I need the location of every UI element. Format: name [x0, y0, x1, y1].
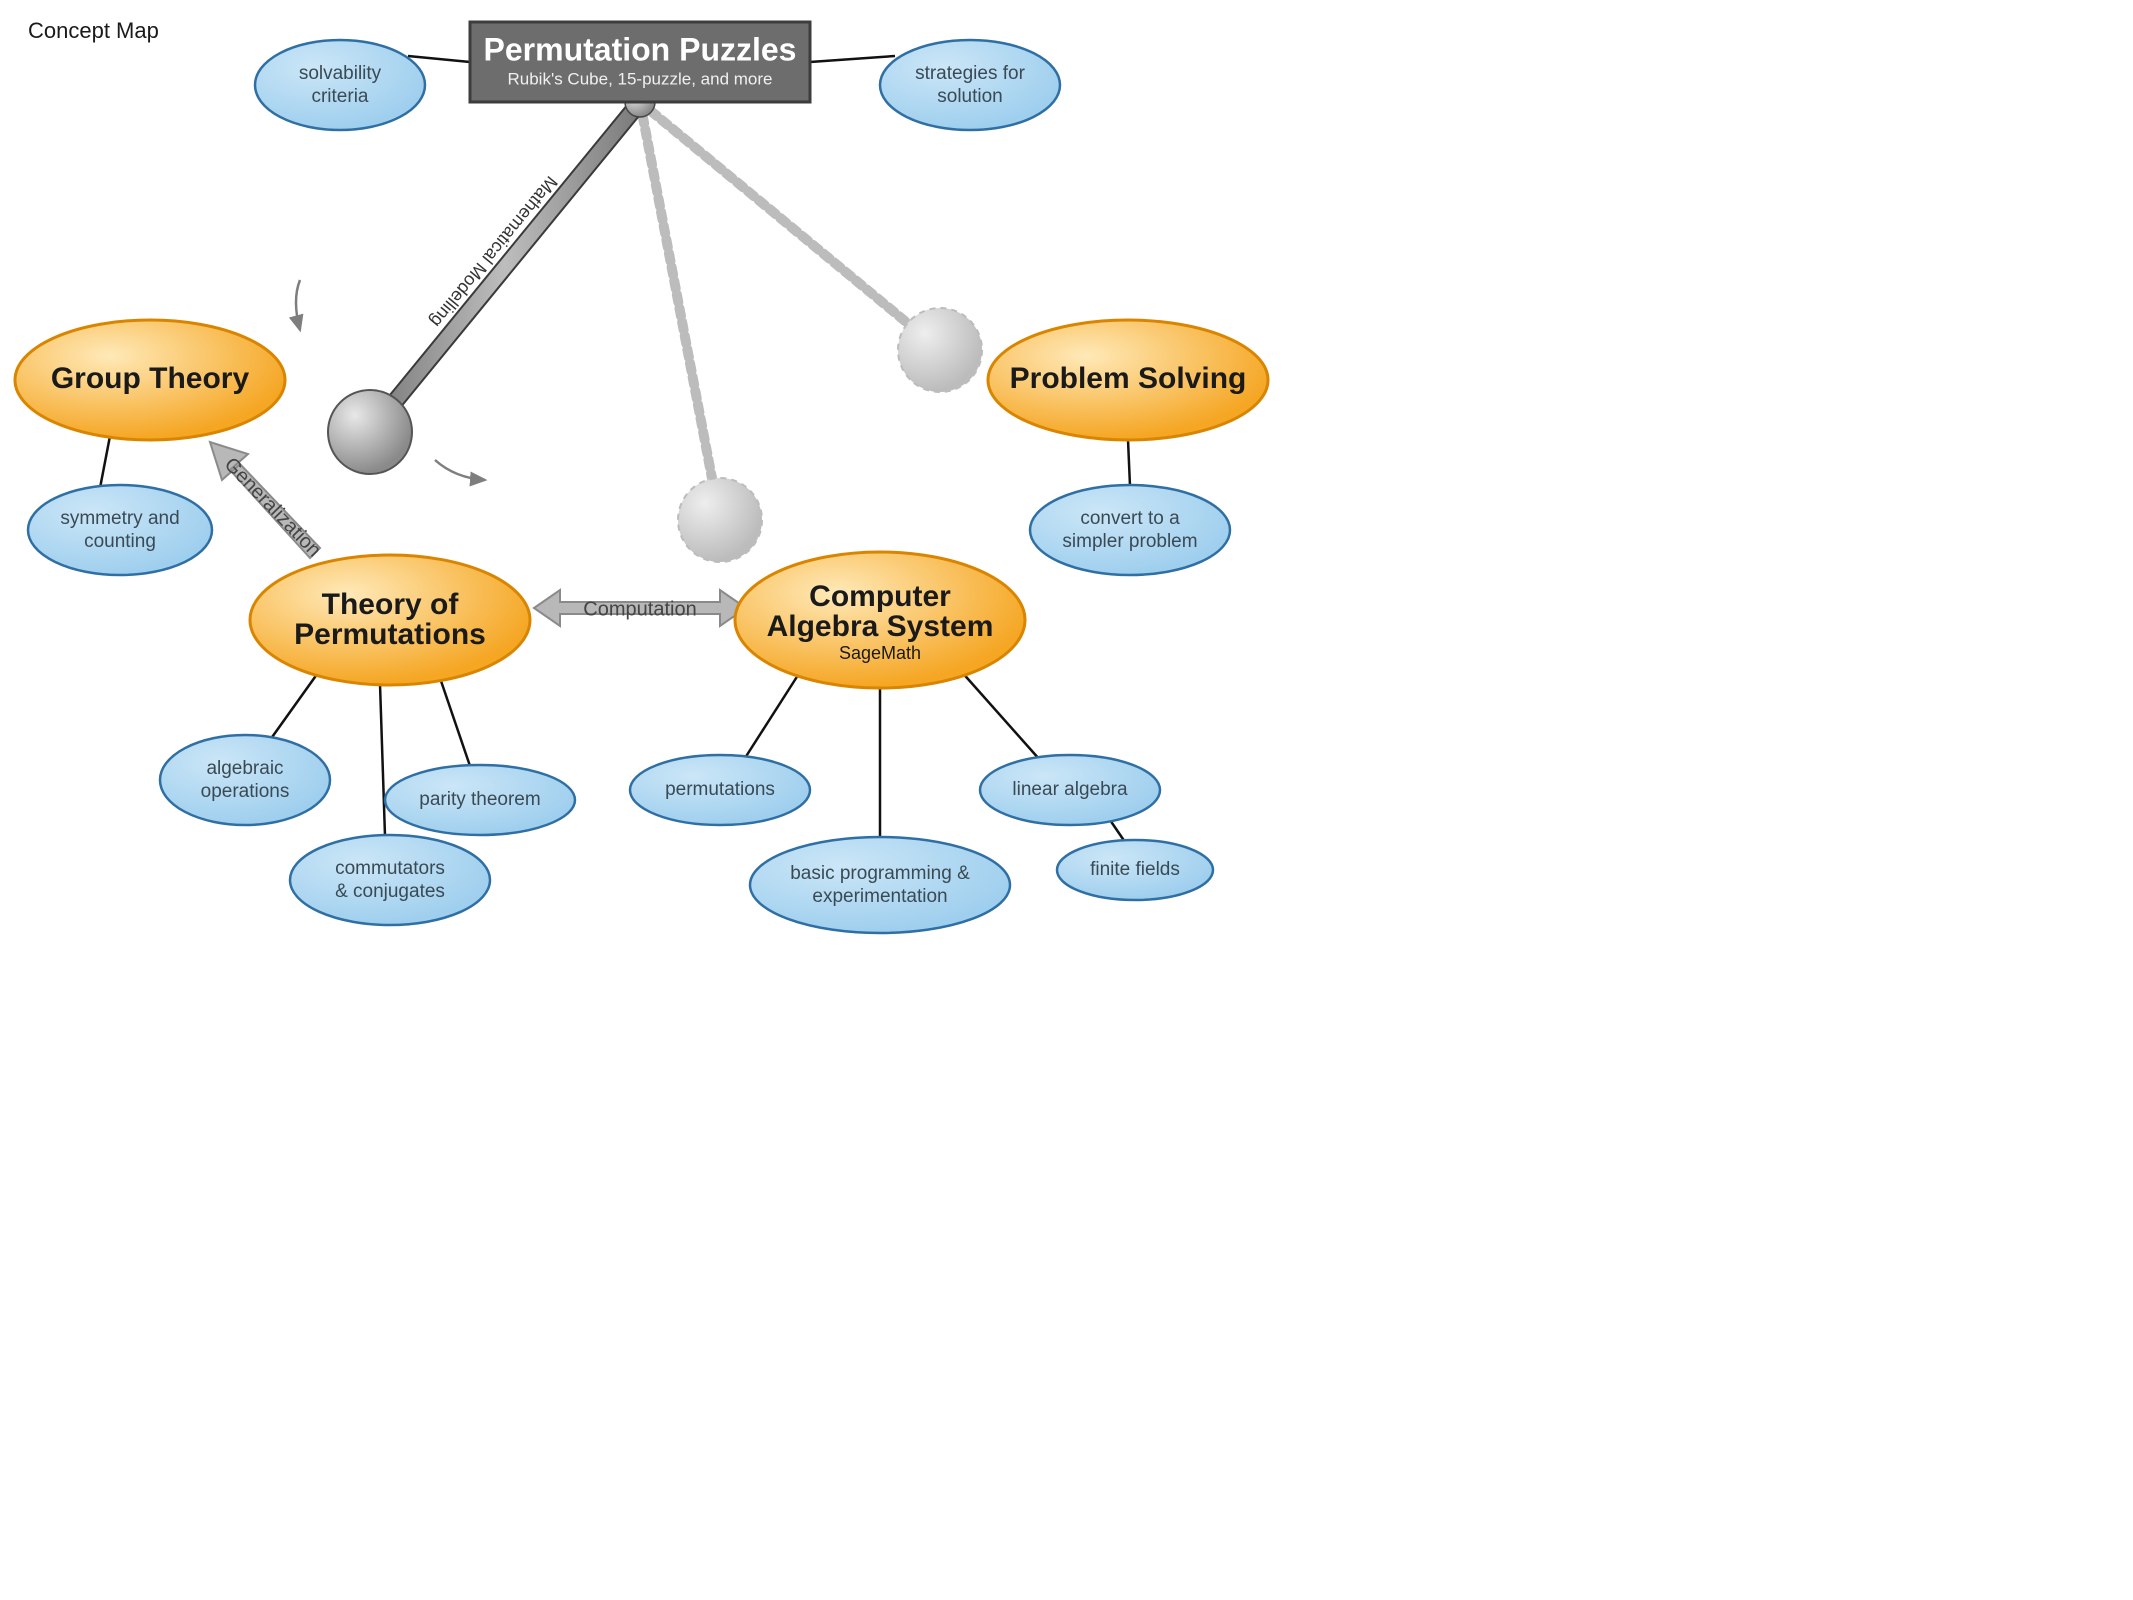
- title-box: Permutation Puzzles Rubik's Cube, 15-puzz…: [470, 22, 810, 102]
- svg-text:Permutations: Permutations: [294, 618, 486, 651]
- svg-text:simpler problem: simpler problem: [1062, 531, 1197, 552]
- svg-text:Theory of: Theory of: [322, 588, 460, 621]
- minor-node-linear-algebra: linear algebra: [980, 755, 1160, 825]
- pendulum: Mathematical Modelling: [296, 87, 982, 562]
- svg-text:parity theorem: parity theorem: [419, 789, 540, 810]
- svg-text:solvability: solvability: [299, 63, 382, 84]
- edge: [1110, 820, 1125, 842]
- svg-text:Rubik's Cube, 15-puzzle, and m: Rubik's Cube, 15-puzzle, and more: [508, 69, 773, 88]
- svg-text:operations: operations: [201, 781, 290, 802]
- arrow-computation: Computation: [534, 590, 746, 626]
- svg-text:strategies for: strategies for: [915, 63, 1025, 84]
- edge: [380, 684, 385, 836]
- edge: [408, 56, 470, 62]
- minor-node-convert-simpler: convert to asimpler problem: [1030, 485, 1230, 575]
- page-title: Concept Map: [28, 18, 159, 43]
- svg-text:basic programming &: basic programming &: [790, 863, 970, 884]
- major-node-group-theory: Group Theory: [15, 320, 285, 440]
- svg-text:Permutation Puzzles: Permutation Puzzles: [484, 31, 797, 67]
- major-node-problem-solving: Problem Solving: [988, 320, 1268, 440]
- svg-text:Mathematical Modelling: Mathematical Modelling: [426, 172, 561, 331]
- svg-text:Computation: Computation: [583, 598, 696, 620]
- svg-text:convert to a: convert to a: [1080, 508, 1180, 529]
- svg-text:SageMath: SageMath: [839, 643, 921, 663]
- minor-node-permutations: permutations: [630, 755, 810, 825]
- edge: [100, 436, 110, 488]
- minor-node-strategies-solution: strategies forsolution: [880, 40, 1060, 130]
- major-node-theory-permutations: Theory ofPermutations: [250, 555, 530, 685]
- edge: [960, 670, 1040, 760]
- svg-text:permutations: permutations: [665, 779, 775, 800]
- edge: [440, 678, 470, 766]
- minor-node-commutators-conjugates: commutators& conjugates: [290, 835, 490, 925]
- svg-text:symmetry and: symmetry and: [60, 508, 179, 529]
- edge: [270, 670, 320, 740]
- svg-text:linear algebra: linear algebra: [1012, 779, 1128, 800]
- svg-text:experimentation: experimentation: [812, 886, 947, 907]
- edge: [1128, 440, 1130, 486]
- minor-node-parity-theorem: parity theorem: [385, 765, 575, 835]
- svg-text:solution: solution: [937, 86, 1003, 107]
- svg-text:counting: counting: [84, 531, 156, 552]
- minor-node-basic-programming: basic programming &experimentation: [750, 837, 1010, 933]
- major-node-computer-algebra: ComputerAlgebra SystemSageMath: [735, 552, 1025, 688]
- minor-node-algebraic-operations: algebraicoperations: [160, 735, 330, 825]
- svg-text:Group Theory: Group Theory: [51, 362, 250, 395]
- svg-text:algebraic: algebraic: [206, 758, 283, 779]
- minor-node-finite-fields: finite fields: [1057, 840, 1213, 900]
- svg-text:commutators: commutators: [335, 858, 445, 879]
- arrow-generalization: Generalization: [210, 442, 325, 562]
- svg-text:& conjugates: & conjugates: [335, 881, 445, 902]
- minor-node-symmetry-counting: symmetry andcounting: [28, 485, 212, 575]
- svg-text:Algebra System: Algebra System: [767, 610, 994, 643]
- svg-text:finite fields: finite fields: [1090, 859, 1180, 880]
- svg-text:Generalization: Generalization: [220, 453, 325, 561]
- edge: [810, 56, 895, 62]
- edge: [745, 672, 800, 758]
- svg-text:Problem Solving: Problem Solving: [1010, 362, 1247, 395]
- svg-text:Computer: Computer: [809, 580, 951, 613]
- svg-text:criteria: criteria: [311, 86, 368, 107]
- minor-node-solvability-criteria: solvabilitycriteria: [255, 40, 425, 130]
- concept-map: Concept Map Generalization Computation Math…: [0, 0, 1280, 960]
- edges: [100, 56, 1130, 842]
